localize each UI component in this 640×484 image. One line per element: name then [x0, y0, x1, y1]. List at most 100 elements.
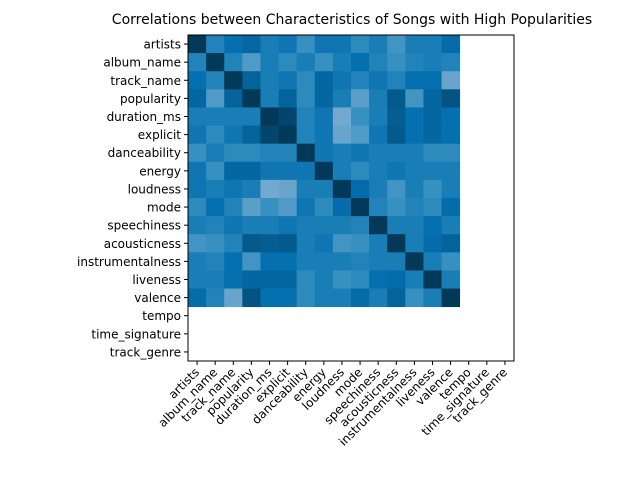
heatmap-cell — [387, 71, 406, 90]
heatmap-cell — [242, 252, 261, 271]
heatmap-cell — [278, 71, 298, 90]
heatmap-cell — [332, 71, 352, 90]
heatmap-cell — [441, 216, 461, 235]
heatmap-cell — [206, 252, 225, 271]
heatmap-cell — [423, 252, 442, 271]
heatmap-cell — [369, 53, 388, 72]
heatmap-cell — [405, 35, 424, 54]
heatmap-cell — [351, 252, 370, 271]
heatmap-cell — [405, 270, 424, 289]
heatmap-cell — [405, 71, 424, 90]
heatmap-cell — [278, 35, 298, 54]
heatmap-cell — [224, 288, 243, 308]
heatmap-cell — [332, 288, 352, 308]
heatmap-cell — [369, 234, 388, 253]
heatmap-cell — [242, 270, 261, 289]
heatmap-cell — [296, 89, 316, 108]
x-axis: artistsalbum_nametrack_namepopularitydur… — [155, 361, 510, 449]
heatmap-cell — [441, 288, 461, 308]
heatmap-cell — [296, 270, 316, 289]
heatmap-cell — [224, 216, 243, 235]
heatmap-cell — [351, 288, 370, 308]
heatmap-cell — [332, 35, 352, 54]
heatmap-cell — [423, 270, 442, 289]
heatmap-cell — [423, 216, 442, 235]
heatmap-cell — [441, 198, 461, 217]
heatmap-cell — [441, 89, 461, 108]
heatmap-cell — [351, 270, 370, 289]
heatmap-cell — [188, 288, 207, 308]
heatmap-cell — [278, 53, 298, 72]
heatmap-cell — [260, 125, 279, 145]
heatmap-cell — [423, 107, 442, 126]
heatmap-cell — [206, 161, 225, 181]
heatmap-cell — [423, 161, 442, 181]
heatmap-cell — [278, 270, 298, 289]
heatmap-cell — [296, 53, 316, 72]
heatmap-cell — [405, 288, 424, 308]
heatmap-cell — [405, 252, 424, 271]
heatmap-cell — [405, 161, 424, 181]
heatmap-cell — [314, 179, 334, 199]
heatmap-cell — [206, 270, 225, 289]
heatmap-cell — [188, 270, 207, 289]
heatmap-cell — [314, 71, 334, 90]
heatmap-cell — [351, 216, 370, 235]
heatmap-cell — [405, 53, 424, 72]
heatmap-cell — [423, 71, 442, 90]
heatmap-cell — [242, 107, 261, 126]
heatmap-cell — [242, 288, 261, 308]
heatmap-cell — [260, 107, 279, 126]
heatmap-cell — [351, 198, 370, 217]
y-tick-label: loudness — [128, 182, 181, 196]
heatmap-cell — [296, 107, 316, 126]
heatmap-cell — [423, 125, 442, 145]
heatmap-cells — [188, 35, 461, 308]
heatmap-cell — [332, 216, 352, 235]
heatmap-cell — [242, 216, 261, 235]
heatmap-cell — [314, 288, 334, 308]
heatmap-cell — [387, 161, 406, 181]
heatmap-cell — [441, 234, 461, 253]
heatmap-cell — [369, 216, 388, 235]
heatmap-cell — [441, 143, 461, 163]
heatmap-cell — [206, 89, 225, 108]
heatmap-cell — [224, 252, 243, 271]
y-tick-label: liveness — [132, 273, 181, 287]
heatmap-cell — [423, 234, 442, 253]
heatmap-cell — [296, 143, 316, 163]
heatmap-cell — [224, 71, 243, 90]
heatmap-cell — [224, 161, 243, 181]
heatmap-cell — [260, 71, 279, 90]
heatmap-cell — [369, 35, 388, 54]
heatmap-cell — [278, 143, 298, 163]
heatmap-cell — [314, 252, 334, 271]
y-tick-label: mode — [147, 201, 181, 215]
heatmap-cell — [206, 107, 225, 126]
heatmap-cell — [351, 89, 370, 108]
heatmap-cell — [441, 35, 461, 54]
heatmap-cell — [423, 89, 442, 108]
heatmap-cell — [332, 234, 352, 253]
y-tick-label: album_name — [103, 56, 181, 70]
heatmap-cell — [278, 288, 298, 308]
heatmap-cell — [387, 252, 406, 271]
y-axis: artists album_name track_name popularity dur… — [77, 38, 188, 359]
heatmap-cell — [423, 53, 442, 72]
heatmap-cell — [188, 161, 207, 181]
heatmap-cell — [296, 198, 316, 217]
heatmap-cell — [260, 89, 279, 108]
heatmap-cell — [314, 216, 334, 235]
heatmap-cell — [206, 234, 225, 253]
heatmap-cell — [423, 143, 442, 163]
heatmap-cell — [369, 71, 388, 90]
heatmap-cell — [206, 143, 225, 163]
y-tick-label: valence — [134, 291, 181, 305]
heatmap-cell — [278, 89, 298, 108]
heatmap-cell — [242, 179, 261, 199]
heatmap-cell — [224, 53, 243, 72]
heatmap-cell — [188, 216, 207, 235]
heatmap-cell — [351, 53, 370, 72]
